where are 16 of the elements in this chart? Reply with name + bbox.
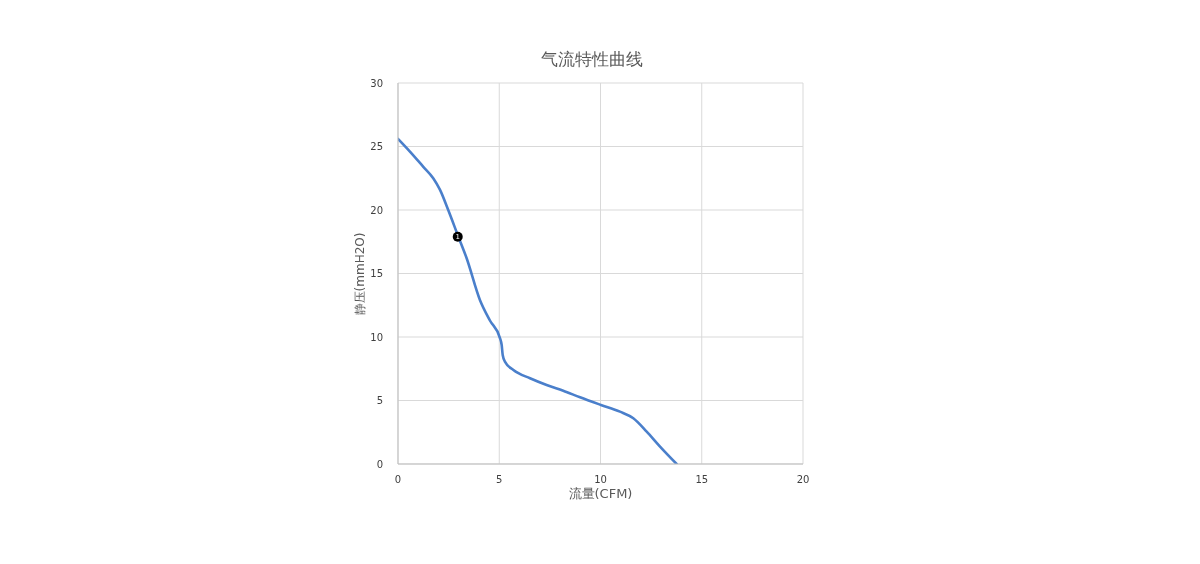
y-tick-label: 5 (376, 395, 383, 407)
x-tick-label: 5 (496, 474, 503, 486)
x-tick-label: 0 (394, 474, 402, 486)
y-tick-label: 10 (370, 331, 383, 343)
x-tick-label: 20 (796, 474, 810, 486)
y-tick-label: 20 (370, 204, 383, 216)
y-axis-title: 静压(mmH2O) (352, 232, 367, 315)
chart-title: 气流特性曲线 (540, 48, 644, 71)
line-series (398, 137, 678, 464)
y-tick-label: 30 (370, 77, 383, 89)
y-tick-label: 25 (370, 141, 383, 153)
x-tick-label: 15 (695, 474, 709, 486)
x-axis-title: 流量(CFM) (568, 486, 633, 501)
y-tick-label: 15 (370, 268, 383, 280)
x-tick-label: 10 (594, 474, 607, 486)
y-tick-label: 0 (376, 458, 383, 470)
